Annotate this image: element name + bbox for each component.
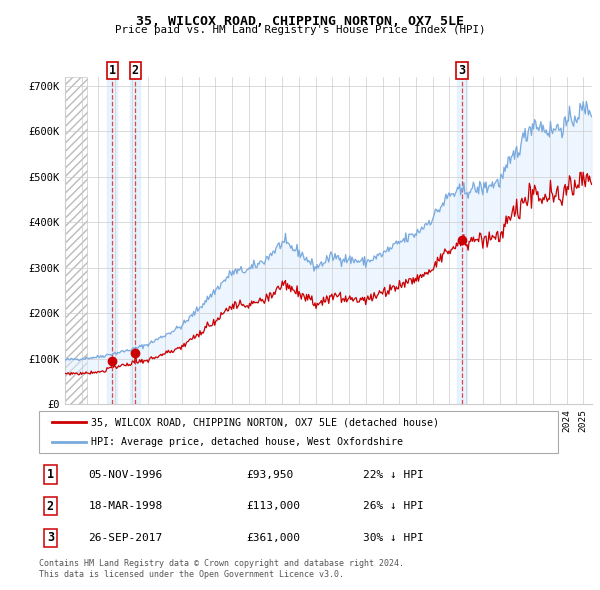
Text: 2: 2 [131,64,139,77]
Bar [107,77,118,404]
Text: This data is licensed under the Open Government Licence v3.0.: This data is licensed under the Open Gov… [39,570,344,579]
Text: Price paid vs. HM Land Registry's House Price Index (HPI): Price paid vs. HM Land Registry's House … [115,25,485,35]
Text: 18-MAR-1998: 18-MAR-1998 [88,502,163,511]
Text: 35, WILCOX ROAD, CHIPPING NORTON, OX7 5LE (detached house): 35, WILCOX ROAD, CHIPPING NORTON, OX7 5L… [91,417,439,427]
Text: 30% ↓ HPI: 30% ↓ HPI [364,533,424,543]
Text: HPI: Average price, detached house, West Oxfordshire: HPI: Average price, detached house, West… [91,437,403,447]
FancyBboxPatch shape [39,411,558,453]
Text: Contains HM Land Registry data © Crown copyright and database right 2024.: Contains HM Land Registry data © Crown c… [39,559,404,568]
Text: 26-SEP-2017: 26-SEP-2017 [88,533,163,543]
Text: 3: 3 [458,64,466,77]
Bar [130,77,140,404]
Text: £93,950: £93,950 [247,470,294,480]
Text: 1: 1 [47,468,54,481]
Text: 35, WILCOX ROAD, CHIPPING NORTON, OX7 5LE: 35, WILCOX ROAD, CHIPPING NORTON, OX7 5L… [136,15,464,28]
Text: 05-NOV-1996: 05-NOV-1996 [88,470,163,480]
Text: 3: 3 [47,532,54,545]
Text: £113,000: £113,000 [247,502,301,511]
Bar [457,77,467,404]
Text: 22% ↓ HPI: 22% ↓ HPI [364,470,424,480]
Text: 26% ↓ HPI: 26% ↓ HPI [364,502,424,511]
Text: 2: 2 [47,500,54,513]
Text: 1: 1 [109,64,116,77]
Text: £361,000: £361,000 [247,533,301,543]
